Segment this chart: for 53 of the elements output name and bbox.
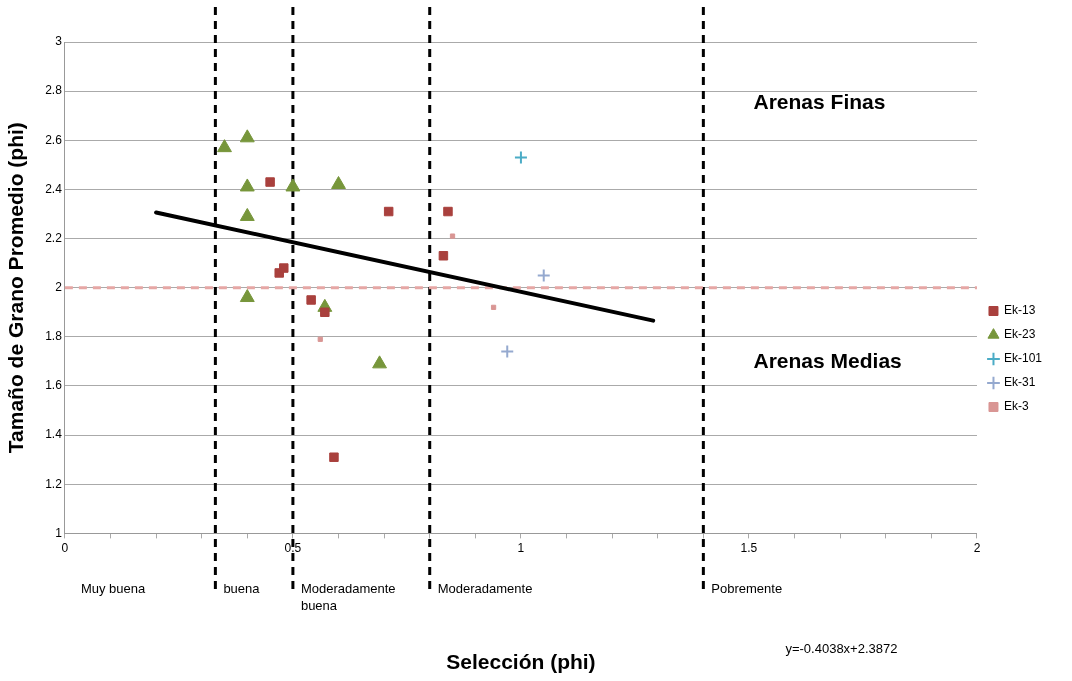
y-tick-label: 2.6: [45, 132, 63, 147]
y-tick-label: 1: [55, 525, 63, 540]
y-axis-title: Tamaño de Grano Promedio (phi): [4, 122, 28, 454]
annotation: Arenas Finas: [753, 90, 886, 113]
y-tick-label: 1.4: [45, 427, 63, 442]
legend-label: Ek-101: [1003, 351, 1043, 366]
point: [329, 452, 339, 462]
text: Muy buena: [80, 581, 146, 597]
point: [279, 263, 289, 273]
x-tick-label: 0.5: [284, 540, 302, 555]
point: [306, 295, 316, 305]
y-tick-label: 1.8: [45, 329, 63, 344]
point: [320, 307, 330, 318]
point: [239, 207, 255, 221]
point: [490, 304, 497, 310]
y-tick-label: 2.8: [45, 83, 63, 98]
text: buena: [223, 581, 261, 597]
legend-label: Ek-3: [1003, 399, 1029, 414]
text: Pobremente: [711, 581, 783, 597]
legend-label: Ek-23: [1003, 327, 1036, 342]
point: [383, 206, 394, 217]
x-axis-title: Selección (phi): [446, 650, 596, 674]
x-tick-label: 1.5: [740, 540, 758, 555]
point: [536, 268, 551, 283]
point: [500, 344, 515, 359]
point: [438, 251, 449, 261]
point: [239, 289, 255, 303]
y-tick-label: 2.4: [45, 181, 63, 196]
point: [443, 206, 453, 217]
legend-label: Ek-13: [1003, 303, 1036, 318]
point: [217, 139, 232, 153]
x-tick-label: 0: [61, 540, 69, 555]
point: [513, 150, 528, 165]
annotation: Arenas Medias: [753, 349, 902, 372]
text: Moderadamente buena: [300, 581, 396, 614]
x-tick-label: 2: [973, 540, 981, 555]
point: [239, 129, 255, 143]
point: [239, 178, 255, 192]
y-tick-label: 2: [55, 280, 63, 295]
text: y=-0.4038x+2.3872: [785, 641, 898, 657]
point: [317, 336, 323, 342]
text: Moderadamente: [437, 581, 533, 597]
y-tick-label: 3: [55, 34, 63, 49]
point: [449, 233, 456, 239]
point: [331, 176, 346, 190]
point: [372, 355, 387, 369]
y-tick-label: 1.6: [45, 378, 63, 393]
y-tick-label: 2.2: [45, 230, 63, 245]
x-tick-label: 1: [517, 540, 525, 555]
point: [285, 178, 301, 192]
y-tick-label: 1.2: [45, 476, 63, 491]
legend-label: Ek-31: [1003, 375, 1036, 390]
point: [265, 177, 275, 187]
